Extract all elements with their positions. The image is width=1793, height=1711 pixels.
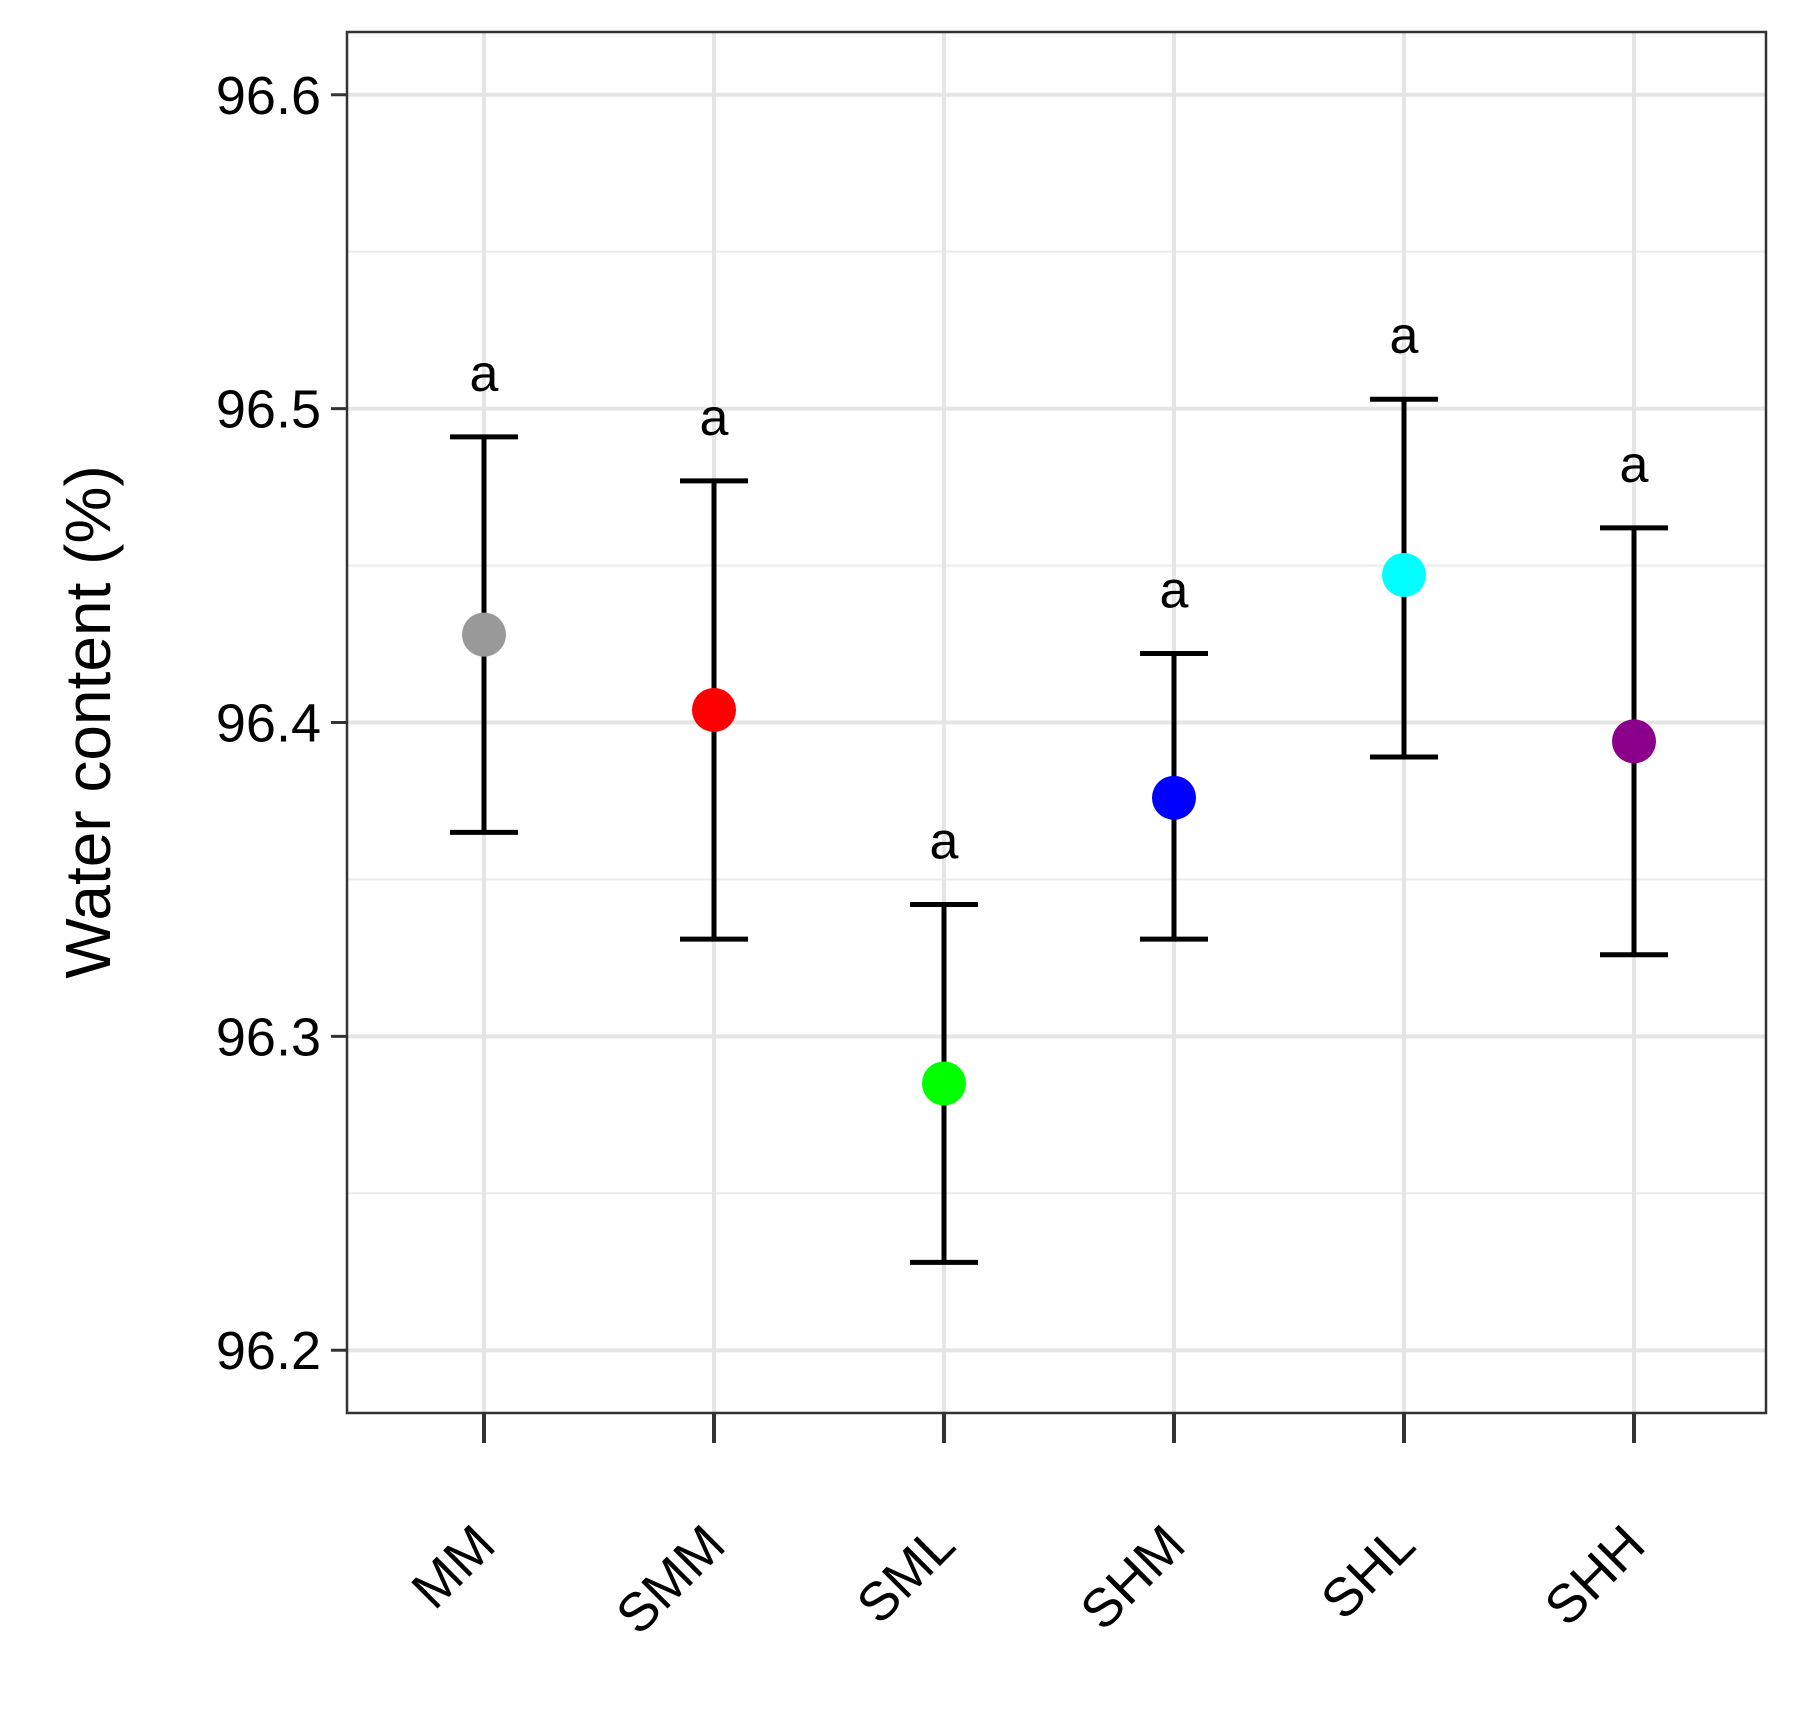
significance-label: a <box>470 345 499 403</box>
mean-point <box>462 612 506 657</box>
gridlines <box>347 32 1766 1413</box>
data-marks: a a a a a a <box>450 307 1668 1265</box>
mean-point <box>922 1061 966 1106</box>
significance-label: a <box>1390 307 1419 365</box>
x-tick-label: SHL <box>1310 1514 1427 1631</box>
x-tick-label: MM <box>400 1514 506 1620</box>
x-tick-label: SHH <box>1533 1514 1656 1637</box>
mean-point <box>1382 552 1426 597</box>
y-axis-title: Water content (%) <box>52 465 124 978</box>
significance-label: a <box>930 813 959 871</box>
x-tick-label: SML <box>846 1514 967 1635</box>
mean-point <box>692 687 736 732</box>
significance-label: a <box>700 389 729 447</box>
x-tick-label: SHM <box>1069 1514 1196 1641</box>
y-tick-label: 96.2 <box>216 1321 321 1381</box>
significance-label: a <box>1160 561 1189 619</box>
x-tick-label: SMM <box>605 1514 737 1646</box>
mean-point <box>1152 775 1196 820</box>
mean-point <box>1612 719 1656 764</box>
significance-label: a <box>1620 436 1649 494</box>
y-tick-label: 96.4 <box>216 694 321 754</box>
y-tick-label: 96.6 <box>216 66 321 126</box>
y-tick-label: 96.3 <box>216 1007 321 1067</box>
y-tick-label: 96.5 <box>216 380 321 440</box>
